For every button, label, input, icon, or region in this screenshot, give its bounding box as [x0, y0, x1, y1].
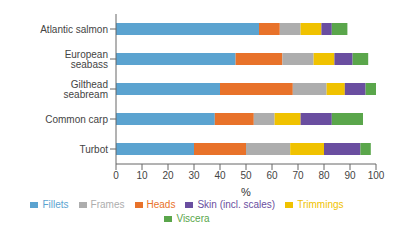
svg-text:Atlantic salmon: Atlantic salmon	[40, 24, 108, 35]
svg-text:30: 30	[188, 170, 200, 181]
svg-text:60: 60	[266, 170, 278, 181]
svg-text:20: 20	[162, 170, 174, 181]
svg-text:Turbot: Turbot	[79, 144, 108, 155]
html-text:Viscera: Viscera	[176, 213, 210, 224]
html-text:Heads: Heads	[146, 199, 176, 210]
html-text:Trimmings: Trimmings	[297, 199, 344, 210]
svg-text:10: 10	[136, 170, 148, 181]
svg-text:Common carp: Common carp	[45, 114, 108, 125]
svg-text:Europeanseabass: Europeanseabass	[65, 49, 108, 70]
html-text:Fillets: Fillets	[42, 199, 69, 210]
svg-text:100: 100	[368, 170, 385, 181]
svg-text:70: 70	[292, 170, 304, 181]
svg-text:40: 40	[214, 170, 226, 181]
html-text:Frames: Frames	[90, 199, 125, 210]
html-text:Skin (incl. scales): Skin (incl. scales)	[197, 199, 276, 210]
svg-text:90: 90	[344, 170, 356, 181]
svg-text:%: %	[241, 186, 251, 198]
svg-text:Giltheadseabream: Giltheadseabream	[64, 79, 108, 100]
svg-text:0: 0	[113, 170, 119, 181]
svg-text:50: 50	[240, 170, 252, 181]
svg-text:80: 80	[318, 170, 330, 181]
